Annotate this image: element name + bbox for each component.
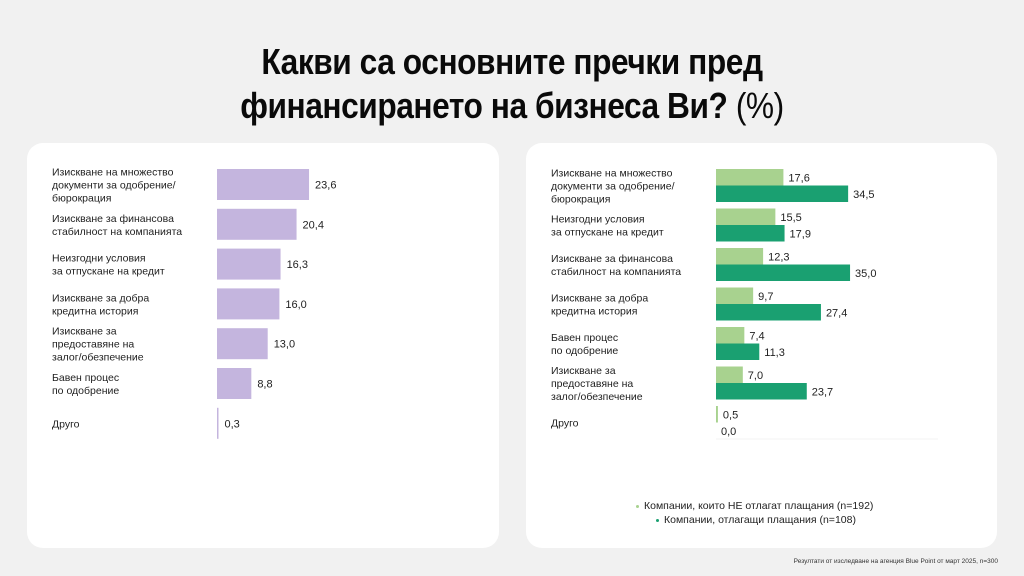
title-line-2: финансирането на бизнеса Ви? (%): [61, 84, 962, 128]
value-label: 8,8: [257, 379, 272, 391]
category-label-line: кредитна история: [52, 305, 138, 317]
legend-swatch-light-green: [636, 504, 639, 508]
category-label: Изискване за финансова стабилност на комп…: [551, 253, 681, 278]
bar: [217, 368, 252, 399]
legend-label-delay: Компании, отлагащи плащания (n=108): [664, 514, 856, 526]
category-label-line: Друго: [551, 418, 579, 430]
category-label-line: Неизгодни условия: [551, 214, 645, 226]
category-label: Друго: [551, 418, 579, 430]
category-label: Друго: [52, 418, 80, 430]
value-label: 23,7: [812, 386, 833, 398]
bar: [217, 328, 268, 360]
value-label: 9,7: [758, 291, 773, 303]
bar: [217, 288, 280, 320]
category-label-line: документи за одобрение/: [551, 181, 675, 193]
value-label: 34,5: [853, 189, 874, 201]
category-label-line: Изискване за добра: [52, 292, 149, 304]
bar-no-delay: [716, 169, 784, 186]
category-label-line: Изискване на множество: [551, 168, 673, 180]
value-label: 0,0: [721, 426, 736, 438]
category-label: Изискване на множество документи за одобр…: [52, 167, 176, 205]
bar-delay: [716, 264, 851, 281]
legend-item-delay: Компании, отлагащи плащания (n=108): [656, 514, 856, 526]
page-title: Какви са основните пречки пред финансира…: [61, 40, 962, 128]
bar-no-delay: [716, 248, 764, 265]
title-line-2-text: финансирането на бизнеса Ви?: [240, 85, 728, 126]
category-label-line: по одобрение: [551, 345, 618, 357]
bar-delay: [716, 185, 849, 202]
bar: [217, 407, 219, 439]
category-label-line: стабилност на компанията: [551, 266, 681, 278]
value-label: 16,3: [287, 259, 308, 271]
bar-no-delay: [716, 287, 754, 304]
bar-no-delay: [716, 406, 718, 423]
value-label: 35,0: [855, 268, 876, 280]
category-label-line: Изискване за финансова: [551, 253, 673, 265]
bar-delay: [716, 343, 760, 360]
category-label-line: бюрокрация: [52, 193, 111, 205]
category-label-line: бюрокрация: [551, 194, 610, 206]
category-label-line: документи за одобрение/: [52, 180, 176, 192]
category-label-line: стабилност на компанията: [52, 226, 182, 238]
value-label: 0,5: [723, 409, 738, 421]
value-label: 11,3: [764, 347, 785, 359]
legend-swatch-dark-green: [656, 518, 659, 522]
bar: [217, 248, 281, 280]
category-label-line: Изискване за: [551, 365, 616, 377]
category-label-line: за отпускане на кредит: [551, 227, 664, 239]
value-label: 0,3: [225, 418, 240, 430]
bar: [217, 208, 297, 240]
value-label: 17,6: [788, 172, 809, 184]
bar-delay: [716, 383, 807, 400]
value-label: 7,4: [749, 330, 764, 342]
title-line-1: Какви са основните пречки пред: [261, 41, 763, 82]
category-label: Неизгодни условия за отпускане на кредит: [52, 253, 165, 278]
value-label: 12,3: [768, 251, 789, 263]
value-label: 15,5: [780, 212, 801, 224]
category-label-line: Изискване за финансова: [52, 213, 174, 225]
category-label-line: залог/обезпечение: [551, 391, 643, 403]
category-label-line: Бавен процес: [52, 372, 119, 384]
category-label-line: кредитна история: [551, 306, 637, 318]
category-label: Изискване за финансова стабилност на комп…: [52, 213, 182, 238]
category-label: Изискване за предоставяне на залог/обезпеч…: [551, 365, 643, 403]
legend-label-no-delay: Компании, които НЕ отлагат плащания (n=1…: [644, 500, 874, 512]
category-label-line: Изискване на множество: [52, 167, 174, 179]
category-label: Изискване за предоставяне на залог/обезпеч…: [52, 326, 144, 364]
category-label-line: Бавен процес: [551, 332, 618, 344]
value-label: 23,6: [315, 180, 336, 192]
category-label-line: по одобрение: [52, 385, 119, 397]
category-label-line: за отпускане на кредит: [52, 266, 165, 278]
value-label: 20,4: [303, 219, 324, 231]
category-label-line: предоставяне на: [52, 339, 134, 351]
footer-source: Резултати от изследване на агенция Blue …: [793, 558, 998, 565]
value-label: 7,0: [748, 370, 763, 382]
category-label: Бавен процес по одобрение: [52, 372, 119, 397]
value-label: 13,0: [274, 339, 295, 351]
bar-delay: [716, 225, 785, 242]
category-label: Неизгодни условия за отпускане на кредит: [551, 214, 664, 239]
legend-item-no-delay: Компании, които НЕ отлагат плащания (n=1…: [636, 500, 873, 512]
category-label: Бавен процес по одобрение: [551, 332, 618, 357]
category-label-line: Друго: [52, 418, 80, 430]
category-label-line: Неизгодни условия: [52, 253, 146, 265]
category-label: Изискване за добра кредитна история: [52, 292, 149, 317]
category-label-line: Изискване за: [52, 326, 117, 338]
title-unit: (%): [735, 85, 784, 126]
bar: [217, 169, 310, 200]
category-label-line: залог/обезпечение: [52, 352, 144, 364]
bar-delay: [716, 304, 821, 321]
category-label: Изискване за добра кредитна история: [551, 293, 648, 318]
value-label: 27,4: [826, 307, 847, 319]
value-label: 17,9: [790, 228, 811, 240]
bar-no-delay: [716, 327, 745, 344]
bar-no-delay: [716, 366, 743, 383]
category-label-line: Изискване за добра: [551, 293, 648, 305]
value-label: 16,0: [285, 299, 306, 311]
bar-no-delay: [716, 208, 776, 225]
category-label: Изискване на множество документи за одобр…: [551, 168, 675, 206]
category-label-line: предоставяне на: [551, 378, 633, 390]
